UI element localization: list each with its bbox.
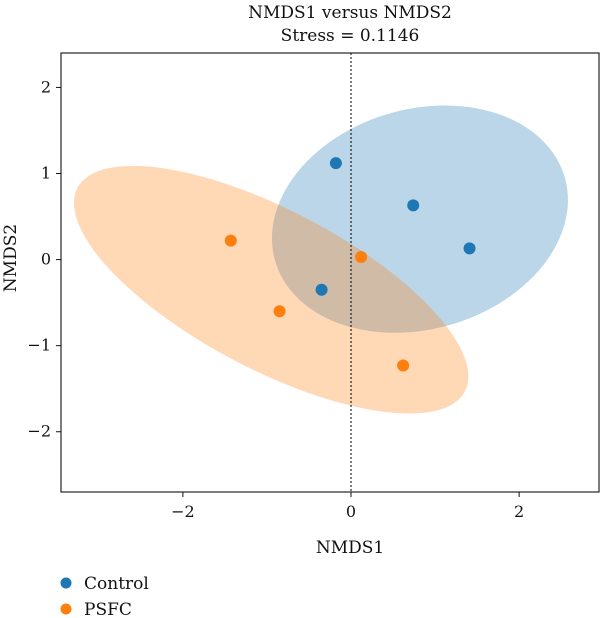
y-tick-label: 0 [41,250,51,269]
y-tick-label: −1 [27,336,51,355]
y-tick-label: 1 [41,164,51,183]
y-axis-label: NMDS2 [1,224,21,292]
point-control-4 [316,284,328,296]
y-axis-ticks: −2 −1 0 1 2 [27,77,61,440]
legend-marker-control [61,578,72,589]
legend-label-control: Control [84,574,149,594]
x-tick-label: −2 [171,502,195,521]
point-control-2 [407,199,419,211]
y-tick-label: −2 [27,422,51,441]
point-psfc-4 [397,359,409,371]
y-tick-label: 2 [41,77,51,96]
point-psfc-1 [225,235,237,247]
legend-label-psfc: PSFC [84,600,132,618]
confidence-ellipses [74,105,568,413]
x-axis-ticks: −2 0 2 [171,492,524,521]
point-psfc-3 [274,305,286,317]
x-tick-label: 2 [514,502,524,521]
legend-marker-psfc [61,604,72,615]
point-psfc-2 [355,251,367,263]
legend: Control PSFC [61,574,149,618]
x-tick-label: 0 [346,502,356,521]
x-axis-label: NMDS1 [316,538,384,558]
point-control-1 [330,157,342,169]
point-control-3 [464,242,476,254]
chart-subtitle: Stress = 0.1146 [281,26,420,46]
chart-title: NMDS1 versus NMDS2 [248,3,452,23]
